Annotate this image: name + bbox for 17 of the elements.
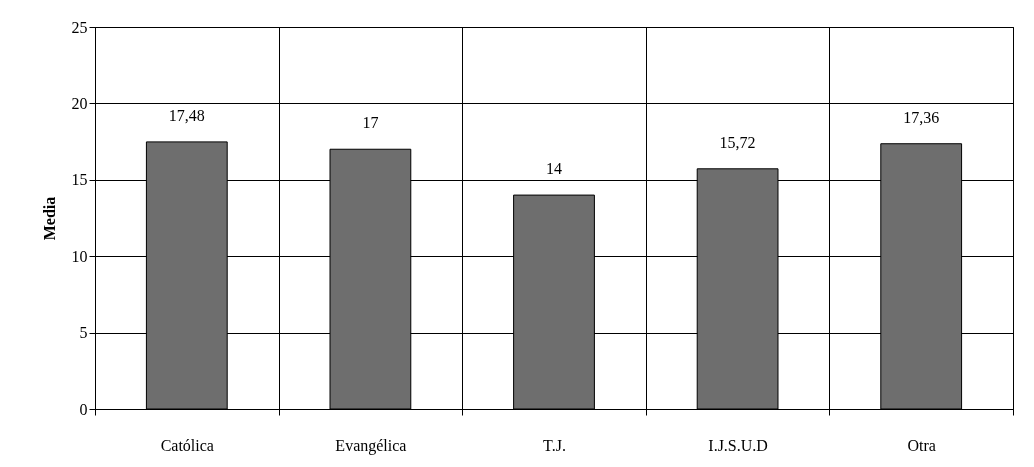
data-label: 17,36 bbox=[903, 108, 940, 126]
y-tick-label: 0 bbox=[79, 400, 88, 418]
data-label: 17 bbox=[362, 114, 379, 132]
y-tick-label: 5 bbox=[79, 324, 88, 342]
data-label: 15,72 bbox=[719, 133, 756, 151]
data-label: 17,48 bbox=[168, 106, 205, 124]
y-tick-label: 15 bbox=[71, 171, 88, 189]
x-tick-label: Evangélica bbox=[335, 436, 407, 455]
y-tick-label: 25 bbox=[71, 18, 88, 36]
y-tick-label: 20 bbox=[71, 94, 88, 112]
x-tick-label: I.J.S.U.D bbox=[708, 436, 768, 454]
y-axis-title: Media bbox=[40, 196, 58, 241]
y-tick-label: 10 bbox=[71, 247, 88, 265]
x-tick-label: Católica bbox=[160, 436, 214, 454]
data-label: 14 bbox=[546, 160, 562, 178]
x-tick-label: Otra bbox=[907, 436, 936, 454]
x-tick-label: T.J. bbox=[543, 436, 566, 454]
